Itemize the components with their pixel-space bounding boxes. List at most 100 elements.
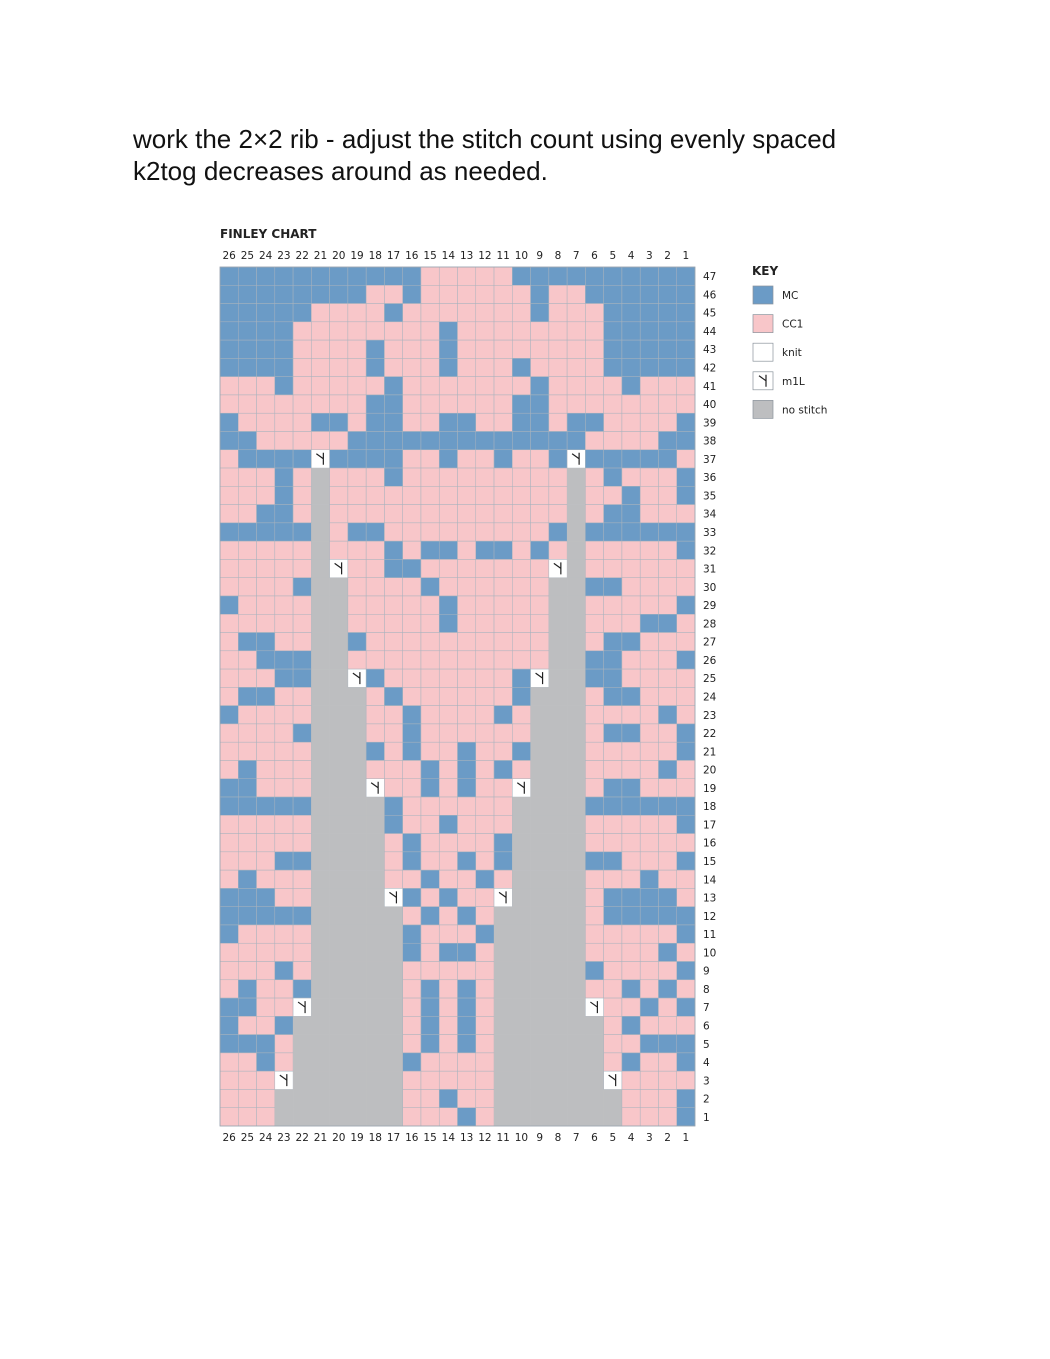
no-stitch-cell xyxy=(329,760,349,780)
stitch-cell xyxy=(457,522,477,542)
stitch-cell xyxy=(457,394,477,414)
stitch-cell xyxy=(548,285,568,304)
no-stitch-cell xyxy=(347,979,367,999)
stitch-cell xyxy=(566,321,586,341)
no-stitch-cell xyxy=(512,1034,531,1054)
stitch-cell xyxy=(420,486,440,505)
stitch-cell xyxy=(658,778,677,798)
stitch-cell xyxy=(475,668,495,688)
column-number: 5 xyxy=(609,1132,616,1144)
no-stitch-cell xyxy=(585,1089,604,1109)
stitch-cell xyxy=(420,266,440,286)
stitch-cell xyxy=(566,394,586,414)
no-stitch-cell xyxy=(311,614,330,633)
stitch-cell xyxy=(238,614,257,633)
stitch-cell xyxy=(621,924,641,944)
row-number: 14 xyxy=(703,874,717,886)
stitch-cell xyxy=(420,997,440,1017)
no-stitch-cell xyxy=(329,979,349,999)
stitch-cell xyxy=(603,303,623,323)
stitch-cell xyxy=(438,614,458,633)
stitch-cell xyxy=(256,723,276,743)
stitch-cell xyxy=(238,266,257,286)
key-swatch xyxy=(752,285,774,305)
stitch-cell xyxy=(603,760,623,779)
stitch-cell xyxy=(530,376,550,396)
no-stitch-cell xyxy=(548,815,568,834)
stitch-cell xyxy=(676,778,696,798)
no-stitch-cell xyxy=(548,979,568,999)
no-stitch-cell xyxy=(567,1034,586,1054)
no-stitch-cell xyxy=(311,468,330,487)
stitch-cell xyxy=(347,285,367,304)
stitch-cell xyxy=(420,924,440,944)
stitch-cell xyxy=(621,431,641,451)
stitch-cell xyxy=(384,869,403,889)
stitch-cell xyxy=(402,1016,422,1035)
stitch-cell xyxy=(475,376,495,396)
stitch-cell xyxy=(292,540,312,560)
stitch-cell xyxy=(238,668,257,688)
stitch-cell xyxy=(256,650,276,670)
stitch-cell xyxy=(658,1052,677,1072)
column-number: 16 xyxy=(405,1132,419,1144)
stitch-cell xyxy=(512,687,531,706)
stitch-cell xyxy=(639,1034,659,1054)
no-stitch-cell xyxy=(567,1052,586,1072)
stitch-cell xyxy=(365,358,385,377)
stitch-cell xyxy=(347,559,367,578)
stitch-cell xyxy=(219,851,239,871)
stitch-cell xyxy=(603,650,623,670)
stitch-cell xyxy=(493,888,513,907)
no-stitch-cell xyxy=(530,906,550,926)
no-stitch-cell xyxy=(567,468,586,487)
stitch-cell xyxy=(493,339,513,359)
stitch-cell xyxy=(475,467,495,487)
stitch-cell xyxy=(658,632,677,652)
column-number: 26 xyxy=(222,1132,236,1144)
stitch-cell xyxy=(658,961,677,981)
stitch-cell xyxy=(256,741,276,761)
stitch-cell xyxy=(238,285,257,304)
row-number: 24 xyxy=(703,692,717,704)
stitch-cell xyxy=(256,705,276,725)
stitch-cell xyxy=(658,1107,677,1127)
stitch-cell xyxy=(238,650,257,670)
stitch-cell xyxy=(603,522,623,542)
stitch-cell xyxy=(676,851,696,871)
stitch-cell xyxy=(548,504,568,524)
stitch-cell xyxy=(292,924,312,944)
stitch-cell xyxy=(292,559,312,578)
stitch-cell xyxy=(603,741,623,761)
m1l-symbol xyxy=(370,781,379,794)
no-stitch-cell xyxy=(585,1016,604,1035)
stitch-cell xyxy=(402,339,422,359)
stitch-cell xyxy=(238,339,257,359)
stitch-cell xyxy=(585,979,604,999)
stitch-cell xyxy=(420,504,440,524)
stitch-cell xyxy=(639,961,659,981)
stitch-cell xyxy=(365,723,385,743)
row-number: 38 xyxy=(703,436,716,448)
stitch-cell xyxy=(585,266,604,286)
stitch-cell xyxy=(530,285,550,304)
stitch-cell xyxy=(365,668,385,688)
no-stitch-cell xyxy=(329,833,349,853)
no-stitch-cell xyxy=(567,1071,586,1090)
stitch-cell xyxy=(493,741,513,761)
stitch-cell xyxy=(658,815,677,834)
stitch-cell xyxy=(274,376,294,396)
stitch-cell xyxy=(548,540,568,560)
stitch-cell xyxy=(621,906,641,926)
stitch-cell xyxy=(238,632,257,652)
stitch-cell xyxy=(639,906,659,926)
stitch-cell xyxy=(256,942,276,962)
no-stitch-cell xyxy=(329,632,349,652)
stitch-cell xyxy=(493,650,513,670)
stitch-cell xyxy=(438,741,458,761)
stitch-cell xyxy=(621,888,641,907)
stitch-cell xyxy=(292,942,312,962)
stitch-cell xyxy=(621,833,641,853)
stitch-cell xyxy=(238,924,257,944)
no-stitch-cell xyxy=(384,906,403,926)
